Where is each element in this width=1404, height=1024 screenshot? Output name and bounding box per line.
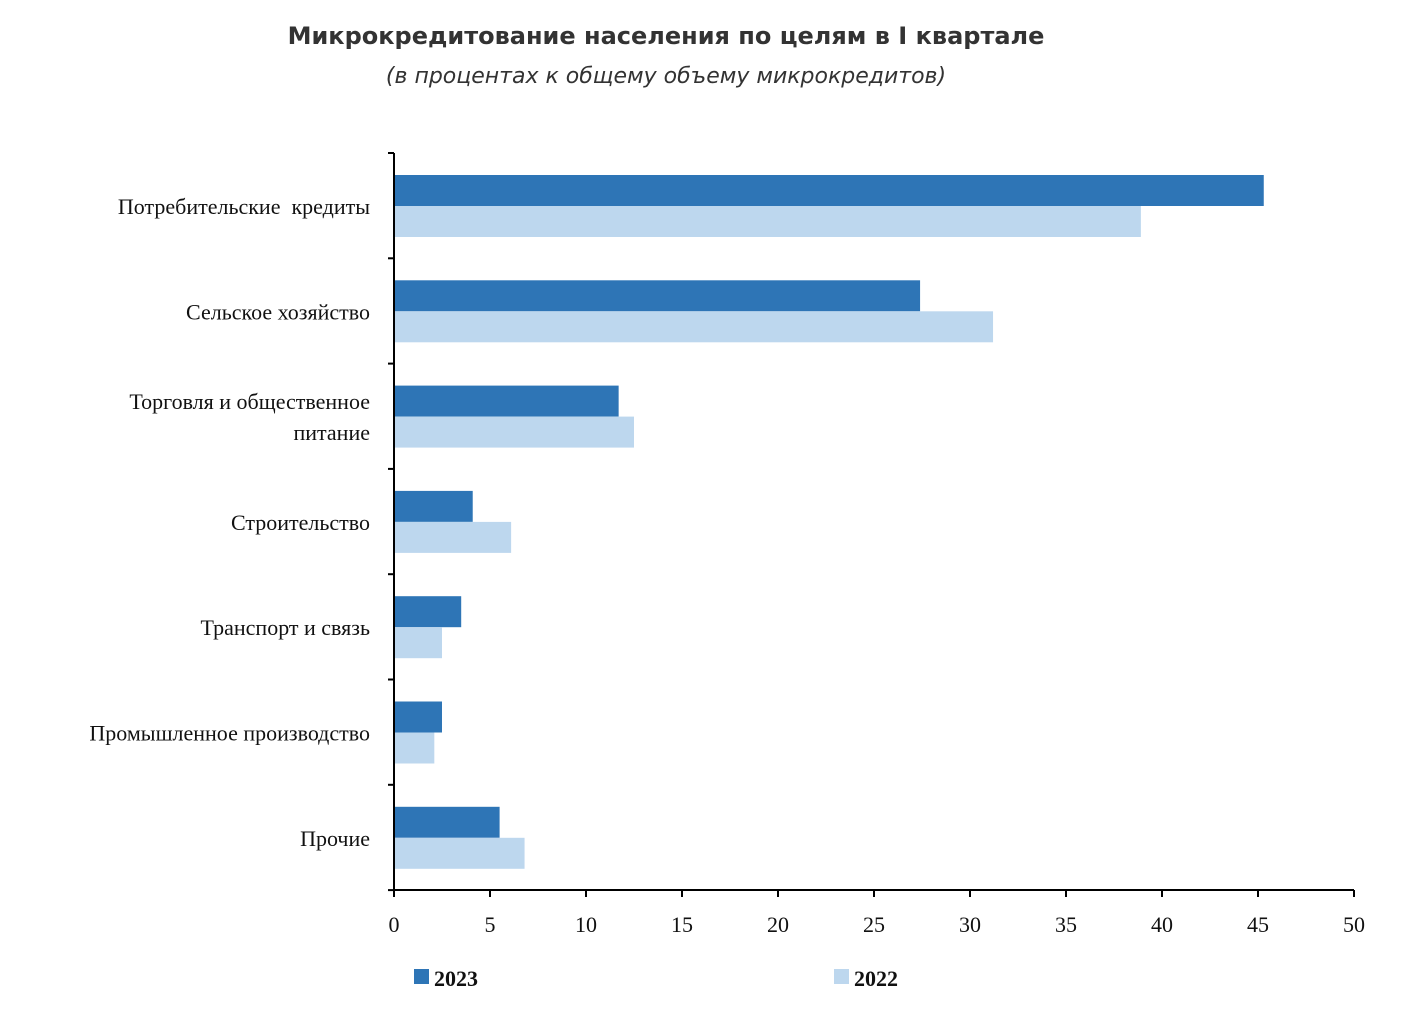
x-tick-label-3: 15 — [671, 912, 693, 937]
x-tick-label-9: 45 — [1247, 912, 1269, 937]
bars-layer — [394, 175, 1264, 869]
legend-swatch-2023 — [414, 969, 429, 984]
x-tick-label-4: 20 — [767, 912, 789, 937]
labels-layer: 0 5 10 15 20 25 30 35 40 45 50 Потребительские кред… — [89, 194, 1365, 937]
bar-2022-4 — [394, 627, 442, 659]
bar-2022-5 — [394, 732, 435, 764]
bar-2023-0 — [394, 175, 1264, 206]
bar-2023-4 — [394, 596, 462, 628]
category-label-5: Промышленное производство — [89, 721, 370, 746]
chart-title: Микрокредитование населения по целям в I… — [287, 22, 1045, 50]
legend-swatch-2022 — [834, 969, 849, 984]
category-label-6: Прочие — [300, 826, 370, 851]
x-tick-label-10: 50 — [1343, 912, 1365, 937]
category-label-1: Сельское хозяйство — [186, 299, 370, 324]
legend-label-2022: 2022 — [854, 966, 898, 991]
x-tick-label-0: 0 — [389, 912, 400, 937]
x-tick-label-1: 5 — [485, 912, 496, 937]
axes-layer — [388, 152, 1355, 897]
x-tick-label-2: 10 — [575, 912, 597, 937]
x-tick-label-8: 40 — [1151, 912, 1173, 937]
bar-2023-2 — [394, 385, 619, 417]
x-tick-label-6: 30 — [959, 912, 981, 937]
bar-2023-5 — [394, 701, 442, 733]
x-tick-label-5: 25 — [863, 912, 885, 937]
bar-2023-6 — [394, 806, 500, 838]
category-label-2-1: питание — [293, 420, 370, 445]
bar-2023-1 — [394, 280, 921, 312]
category-label-3: Строительство — [231, 510, 370, 535]
chart-subtitle: (в процентах к общему объему микрокредит… — [385, 64, 947, 89]
category-label-0: Потребительские кредиты — [118, 194, 370, 219]
bar-2022-0 — [394, 206, 1141, 237]
bar-2022-1 — [394, 311, 994, 343]
legend: 2023 2022 — [414, 966, 898, 991]
bar-2022-2 — [394, 416, 634, 448]
legend-label-2023: 2023 — [434, 966, 478, 991]
category-label-4: Транспорт и связь — [201, 615, 370, 640]
bar-2022-6 — [394, 837, 525, 869]
category-label-2-0: Торговля и общественное — [129, 389, 370, 414]
bar-2023-3 — [394, 490, 473, 522]
bar-2022-3 — [394, 521, 512, 553]
x-tick-label-7: 35 — [1055, 912, 1077, 937]
